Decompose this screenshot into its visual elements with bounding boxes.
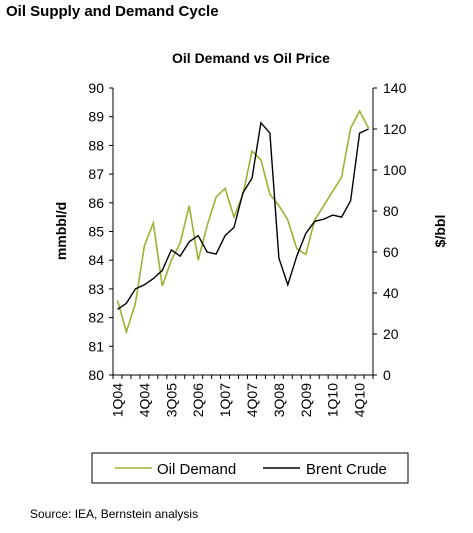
- plot-area: 80 81 82 83 84 85 86 87 88 89 90 0 20 40 60 80 100 120 140…: [88, 80, 406, 417]
- legend: Oil Demand Brent Crude: [91, 452, 409, 484]
- y-right-tick-label: 0: [383, 367, 391, 383]
- y-axis-left-label: mmbbl/d: [53, 202, 69, 260]
- x-tick-label: 2Q06: [190, 383, 206, 417]
- x-tick-label: 2Q09: [298, 383, 314, 417]
- y-right-tick-label: 120: [383, 121, 407, 137]
- y-right-tick-label: 40: [383, 285, 399, 301]
- y-left-tick-label: 87: [88, 166, 104, 182]
- y-right-tick-label: 20: [383, 326, 399, 342]
- y-left-tick-label: 80: [88, 367, 104, 383]
- x-tick-label: 1Q04: [109, 383, 125, 417]
- y-left-tick-label: 88: [88, 137, 104, 153]
- y-left-tick-label: 85: [88, 224, 104, 240]
- x-tick-label: 3Q08: [271, 383, 287, 417]
- legend-label-crude: Brent Crude: [306, 461, 387, 478]
- y-left-tick-label: 82: [88, 310, 104, 326]
- legend-label-demand: Oil Demand: [157, 461, 236, 478]
- y-right-tick-label: 140: [383, 80, 407, 96]
- series-line-oil-demand: [116, 109, 370, 335]
- source-note: Source: IEA, Bernstein analysis: [30, 507, 199, 521]
- page-title: Oil Supply and Demand Cycle: [6, 3, 219, 20]
- y-left-tick-label: 86: [88, 195, 104, 211]
- x-tick-label: 4Q07: [244, 383, 260, 417]
- chart-title: Oil Demand vs Oil Price: [172, 50, 330, 66]
- y-right-tick-label: 100: [383, 162, 407, 178]
- series-line-brent-crude: [117, 121, 369, 310]
- x-tick-label: 1Q10: [325, 383, 341, 417]
- y-left-tick-label: 90: [88, 80, 104, 96]
- y-left-tick-label: 89: [88, 109, 104, 125]
- y-left-tick-label: 81: [88, 338, 104, 354]
- y-right-tick-label: 60: [383, 244, 399, 260]
- y-left-tick-label: 83: [88, 281, 104, 297]
- x-tick-label: 4Q10: [352, 383, 368, 417]
- x-tick-label: 4Q04: [136, 383, 152, 417]
- x-tick-label: 1Q07: [217, 383, 233, 417]
- y-left-tick-label: 84: [88, 252, 104, 268]
- x-tick-label: 3Q05: [163, 383, 179, 417]
- y-right-tick-label: 80: [383, 203, 399, 219]
- y-axis-right-label: $/bbl: [432, 215, 448, 248]
